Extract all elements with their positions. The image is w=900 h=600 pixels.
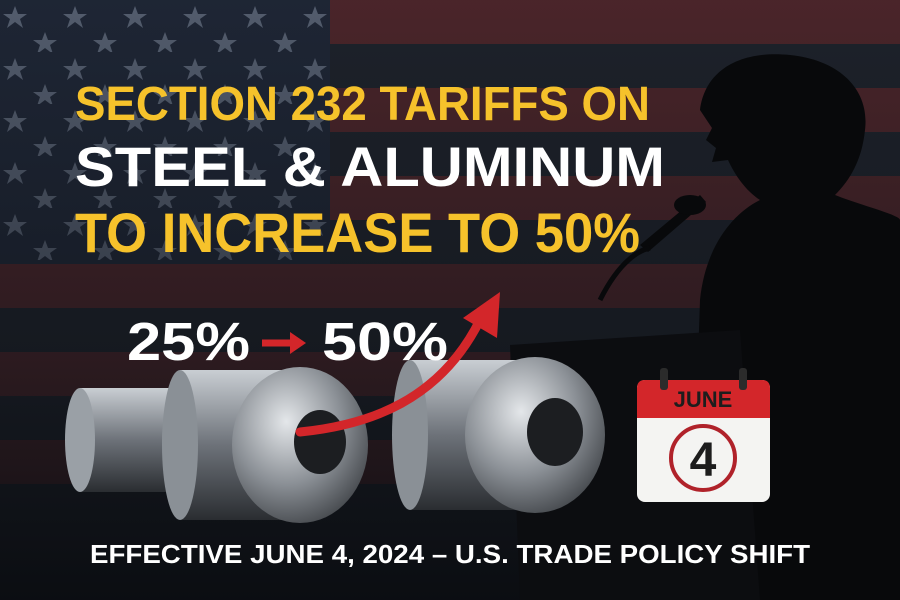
- trend-arrowhead: [463, 292, 500, 338]
- microphone-stand: [597, 245, 651, 302]
- headline-line: SECTION 232 TARIFFS ON: [75, 78, 650, 131]
- calendar-day: 4: [690, 434, 717, 487]
- footer: EFFECTIVE JUNE 4, 2024 – U.S. TRADE POLI…: [90, 539, 810, 569]
- headline-line: STEEL & ALUMINUM: [75, 135, 665, 198]
- rate-arrowhead: [290, 332, 306, 354]
- steel-coils: [65, 357, 605, 523]
- rate-to: 50%: [322, 312, 448, 372]
- microphone-head: [674, 195, 706, 215]
- headline-line: TO INCREASE TO 50%: [75, 201, 640, 264]
- rate-from: 25%: [127, 312, 250, 372]
- trend-arrow: [295, 315, 485, 437]
- calendar: [637, 368, 770, 502]
- calendar-month: JUNE: [674, 387, 733, 412]
